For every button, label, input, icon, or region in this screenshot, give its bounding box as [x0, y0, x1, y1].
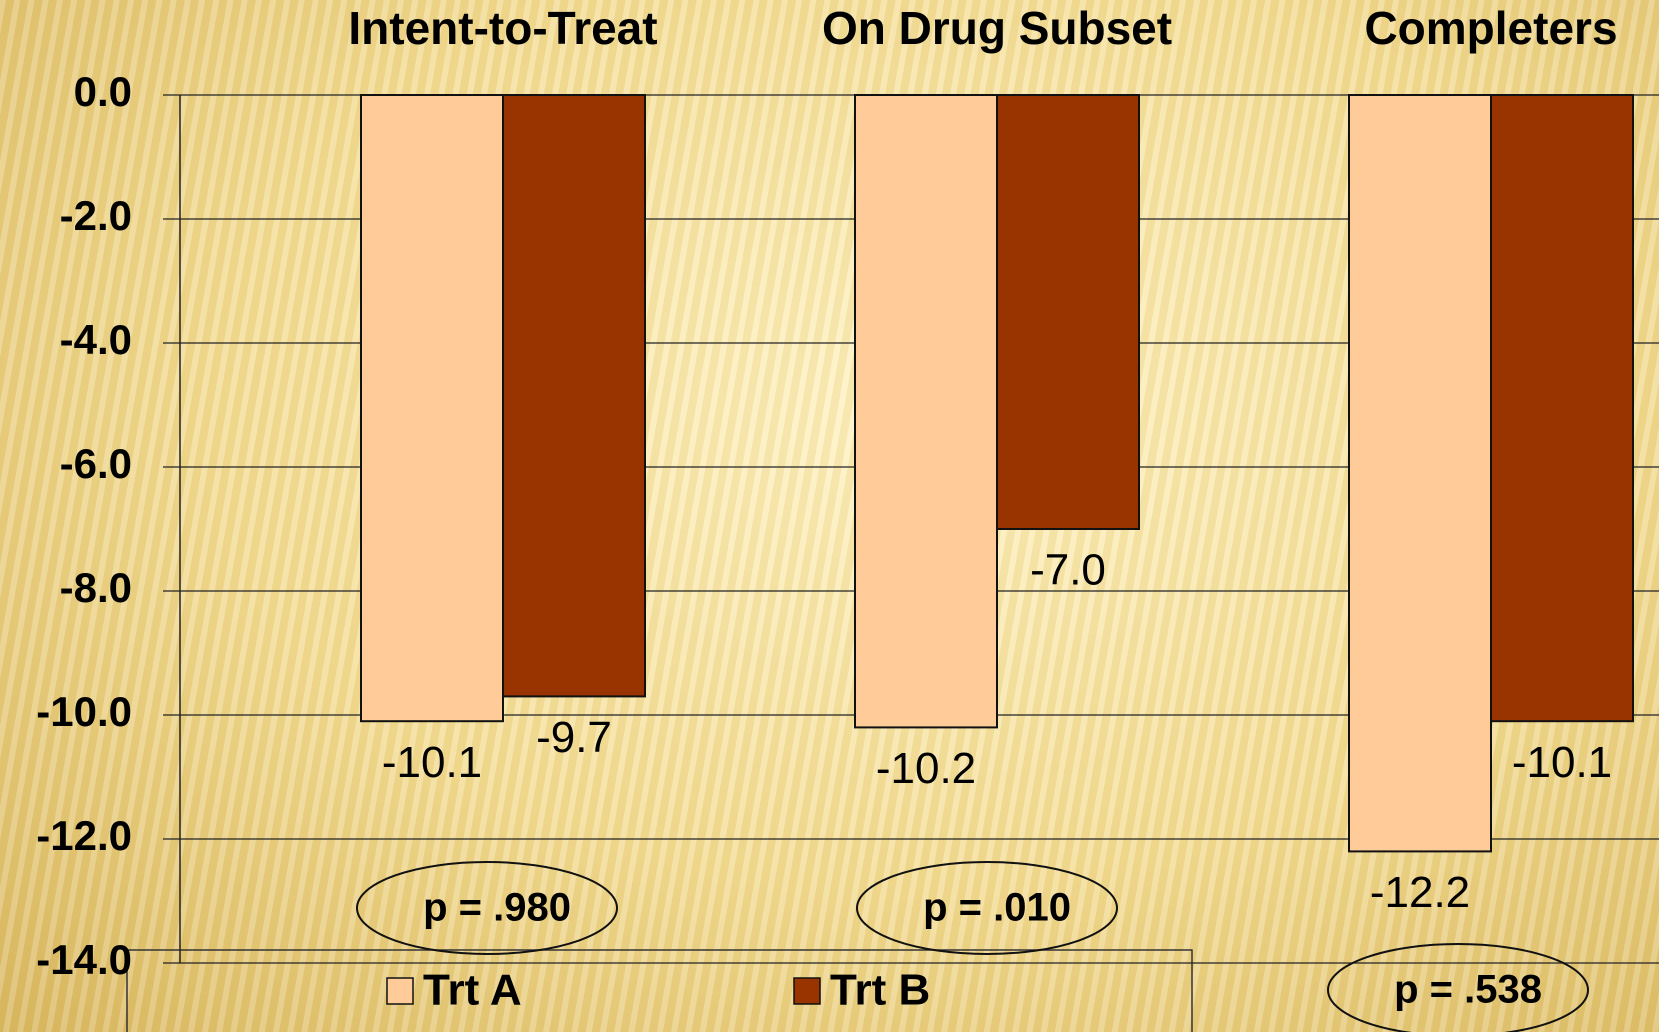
category-label: On Drug Subset — [822, 2, 1172, 54]
p-value: p = .538 — [1394, 968, 1542, 1012]
legend-swatch — [386, 977, 414, 1005]
y-tick-label: -12.0 — [36, 812, 132, 859]
value-label: -7.0 — [1030, 546, 1106, 595]
value-label: -12.2 — [1370, 868, 1470, 917]
value-label: -9.7 — [536, 713, 612, 762]
bar — [360, 94, 504, 723]
p-value: p = .010 — [923, 886, 1071, 930]
value-label: -10.2 — [876, 744, 976, 793]
bar — [996, 94, 1140, 530]
y-tick-label: -14.0 — [36, 936, 132, 983]
legend-swatch — [793, 977, 821, 1005]
category-label: Completers — [1364, 2, 1617, 54]
category-label: Intent-to-Treat — [348, 2, 657, 54]
y-tick-label: 0.0 — [74, 68, 132, 115]
p-value-oval — [356, 861, 618, 955]
bar — [854, 94, 998, 729]
p-value-oval — [1327, 943, 1589, 1032]
value-label: -10.1 — [1512, 738, 1612, 787]
y-tick-label: -6.0 — [60, 440, 132, 487]
value-label: -10.1 — [382, 738, 482, 787]
bar — [1348, 94, 1492, 853]
bar — [502, 94, 646, 698]
legend-label: Trt B — [830, 966, 930, 1015]
bar — [1490, 94, 1634, 723]
legend-label: Trt A — [423, 966, 522, 1015]
legend-box — [126, 949, 1193, 1032]
y-tick-label: -10.0 — [36, 688, 132, 735]
y-tick-label: -8.0 — [60, 564, 132, 611]
y-tick-label: -4.0 — [60, 316, 132, 363]
p-value: p = .980 — [423, 886, 571, 930]
p-value-oval — [856, 861, 1118, 955]
y-tick-label: -2.0 — [60, 192, 132, 239]
